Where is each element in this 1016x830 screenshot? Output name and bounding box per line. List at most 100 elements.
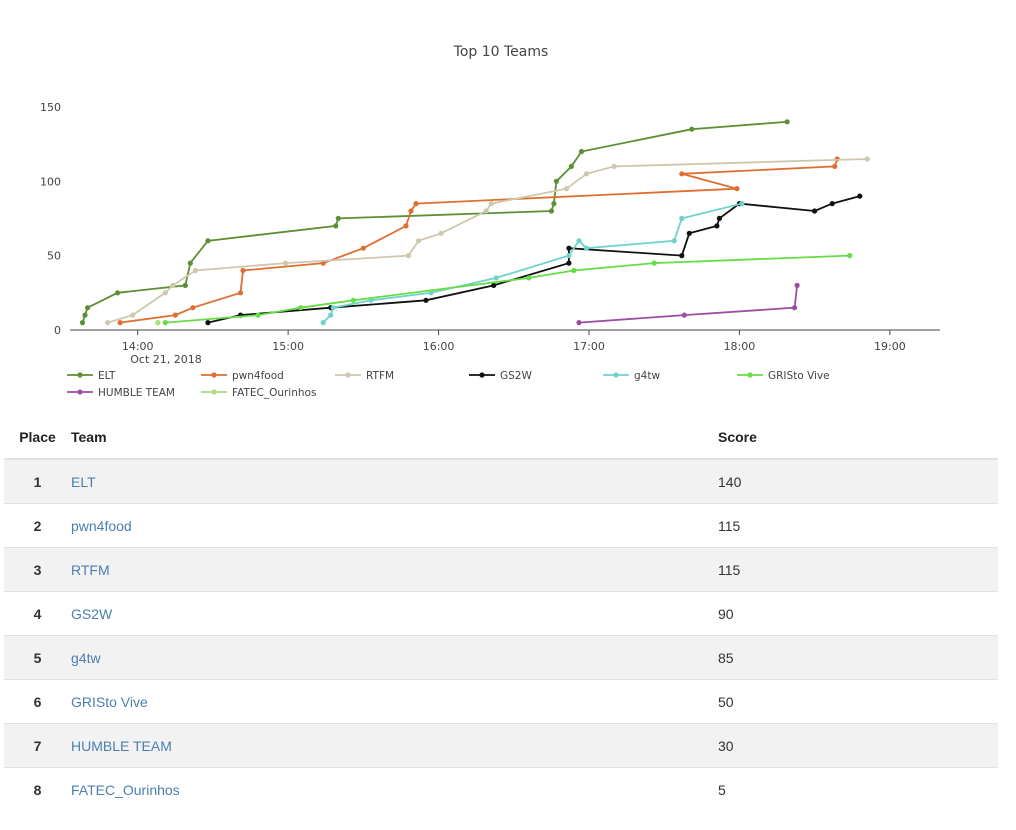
score-cell: 85 bbox=[718, 635, 998, 680]
data-point[interactable] bbox=[333, 223, 339, 229]
data-point[interactable] bbox=[298, 305, 304, 311]
data-point[interactable] bbox=[829, 201, 835, 207]
data-point[interactable] bbox=[483, 208, 489, 214]
data-point[interactable] bbox=[832, 163, 838, 169]
data-point[interactable] bbox=[551, 201, 557, 207]
data-point[interactable] bbox=[130, 312, 136, 318]
data-point[interactable] bbox=[79, 320, 86, 326]
data-point[interactable] bbox=[548, 208, 555, 214]
data-point[interactable] bbox=[283, 260, 289, 266]
data-point[interactable] bbox=[864, 156, 870, 162]
data-point[interactable] bbox=[428, 290, 434, 296]
data-point[interactable] bbox=[526, 275, 532, 281]
data-point[interactable] bbox=[320, 320, 326, 326]
team-link[interactable]: GS2W bbox=[71, 605, 113, 622]
data-point[interactable] bbox=[794, 282, 800, 288]
data-point[interactable] bbox=[493, 275, 499, 281]
legend-item[interactable]: g4tw bbox=[603, 370, 660, 382]
team-link[interactable]: FATEC_Ourinhos bbox=[71, 781, 180, 798]
legend-item[interactable]: FATEC_Ourinhos bbox=[201, 387, 316, 399]
place-cell: 2 bbox=[4, 503, 71, 548]
legend-item[interactable]: ELT bbox=[67, 370, 116, 382]
data-point[interactable] bbox=[568, 163, 575, 169]
data-point[interactable] bbox=[205, 238, 211, 244]
data-point[interactable] bbox=[350, 297, 356, 303]
data-point[interactable] bbox=[85, 305, 91, 311]
data-point[interactable] bbox=[553, 178, 560, 184]
data-point[interactable] bbox=[784, 119, 790, 125]
team-link[interactable]: HUMBLE TEAM bbox=[71, 737, 172, 754]
legend-label: GRISto Vive bbox=[768, 370, 830, 382]
team-link[interactable]: RTFM bbox=[71, 561, 110, 578]
data-point[interactable] bbox=[192, 267, 198, 274]
team-link[interactable]: GRISto Vive bbox=[71, 693, 148, 710]
data-point[interactable] bbox=[651, 260, 657, 266]
data-point[interactable] bbox=[423, 297, 429, 303]
data-point[interactable] bbox=[739, 201, 745, 207]
data-point[interactable] bbox=[117, 320, 123, 326]
data-point[interactable] bbox=[335, 215, 341, 221]
data-point[interactable] bbox=[237, 290, 244, 296]
team-link[interactable]: ELT bbox=[71, 473, 96, 490]
data-point[interactable] bbox=[162, 290, 168, 296]
data-point[interactable] bbox=[566, 253, 572, 259]
data-point[interactable] bbox=[583, 245, 590, 251]
data-point[interactable] bbox=[438, 230, 444, 236]
data-point[interactable] bbox=[415, 238, 422, 244]
data-point[interactable] bbox=[679, 215, 685, 221]
data-point[interactable] bbox=[205, 320, 211, 326]
data-point[interactable] bbox=[812, 208, 818, 214]
data-point[interactable] bbox=[714, 223, 720, 229]
legend-item[interactable]: RTFM bbox=[335, 370, 394, 382]
data-point[interactable] bbox=[847, 253, 853, 259]
data-point[interactable] bbox=[679, 171, 685, 177]
data-point[interactable] bbox=[255, 312, 261, 318]
team-cell: g4tw bbox=[71, 635, 718, 680]
data-point[interactable] bbox=[403, 223, 409, 229]
data-point[interactable] bbox=[187, 260, 193, 266]
team-link[interactable]: pwn4food bbox=[71, 517, 132, 534]
data-point[interactable] bbox=[328, 312, 334, 318]
legend-item[interactable]: HUMBLE TEAM bbox=[67, 387, 175, 399]
data-point[interactable] bbox=[857, 193, 863, 199]
data-point[interactable] bbox=[170, 282, 176, 288]
data-point[interactable] bbox=[360, 245, 366, 251]
data-point[interactable] bbox=[563, 186, 570, 192]
data-point[interactable] bbox=[405, 253, 412, 259]
data-point[interactable] bbox=[679, 253, 685, 259]
data-point[interactable] bbox=[611, 163, 617, 169]
data-point[interactable] bbox=[671, 238, 677, 244]
data-point[interactable] bbox=[155, 320, 161, 326]
data-point[interactable] bbox=[566, 245, 572, 251]
data-point[interactable] bbox=[115, 290, 121, 296]
legend-item[interactable]: pwn4food bbox=[201, 370, 284, 382]
data-point[interactable] bbox=[681, 312, 687, 318]
data-point[interactable] bbox=[190, 305, 196, 311]
data-point[interactable] bbox=[576, 320, 582, 326]
data-point[interactable] bbox=[240, 267, 246, 274]
data-point[interactable] bbox=[330, 305, 336, 311]
data-point[interactable] bbox=[172, 312, 178, 318]
data-point[interactable] bbox=[566, 260, 572, 266]
data-point[interactable] bbox=[689, 126, 695, 132]
team-link[interactable]: g4tw bbox=[71, 649, 101, 666]
data-point[interactable] bbox=[408, 208, 414, 214]
data-point[interactable] bbox=[162, 320, 168, 326]
data-point[interactable] bbox=[491, 282, 497, 288]
data-point[interactable] bbox=[576, 238, 582, 244]
data-point[interactable] bbox=[583, 171, 590, 177]
data-point[interactable] bbox=[578, 148, 585, 155]
legend-item[interactable]: GRISto Vive bbox=[737, 370, 830, 382]
data-point[interactable] bbox=[686, 230, 692, 236]
data-point[interactable] bbox=[413, 201, 419, 207]
data-point[interactable] bbox=[571, 267, 577, 274]
data-point[interactable] bbox=[320, 260, 326, 266]
data-point[interactable] bbox=[716, 215, 723, 221]
data-point[interactable] bbox=[792, 305, 798, 311]
data-point[interactable] bbox=[182, 282, 188, 288]
data-point[interactable] bbox=[734, 186, 740, 192]
data-point[interactable] bbox=[105, 320, 111, 326]
data-point[interactable] bbox=[82, 312, 88, 318]
legend-item[interactable]: GS2W bbox=[469, 370, 532, 382]
data-point[interactable] bbox=[488, 201, 494, 207]
